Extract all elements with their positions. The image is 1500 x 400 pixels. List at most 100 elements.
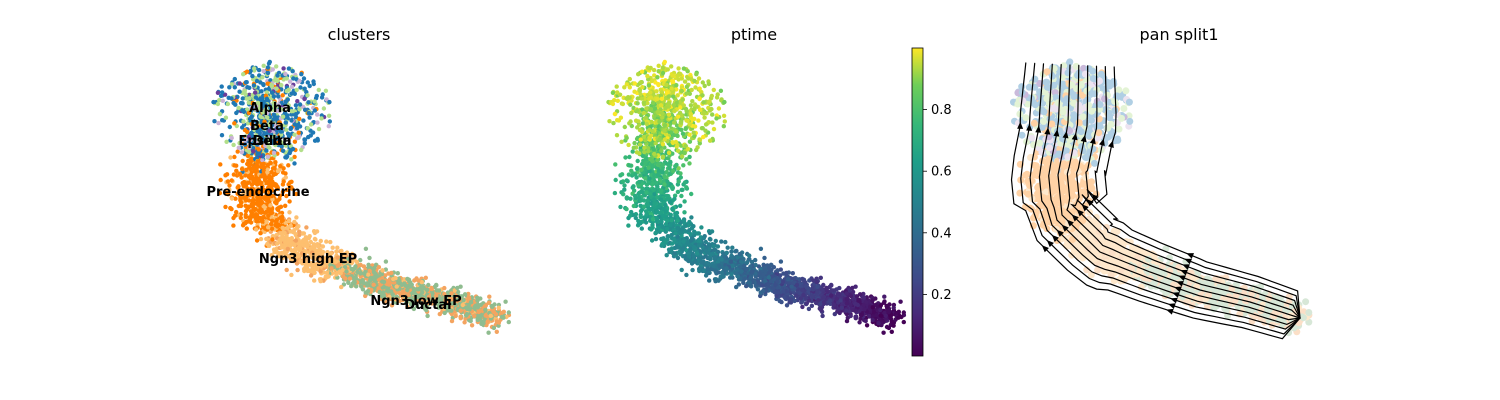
point xyxy=(669,218,674,223)
point xyxy=(258,236,264,242)
point xyxy=(265,241,270,247)
point xyxy=(624,178,629,183)
point xyxy=(261,63,266,68)
point xyxy=(683,223,688,228)
point xyxy=(829,293,834,298)
point xyxy=(486,330,491,335)
point xyxy=(275,241,280,246)
point xyxy=(762,255,767,261)
point xyxy=(651,187,656,192)
point xyxy=(365,283,370,288)
point xyxy=(886,325,892,331)
point xyxy=(853,314,858,319)
point xyxy=(649,227,654,232)
point xyxy=(273,160,278,165)
point xyxy=(334,249,339,254)
point xyxy=(699,225,704,230)
point xyxy=(323,88,329,94)
point xyxy=(306,235,311,241)
point xyxy=(302,96,307,102)
point xyxy=(243,221,248,226)
point xyxy=(296,130,301,135)
point xyxy=(280,214,285,219)
point xyxy=(380,268,385,273)
point xyxy=(241,72,246,77)
point xyxy=(247,149,252,155)
point xyxy=(635,158,640,164)
point xyxy=(287,210,292,215)
point xyxy=(223,115,229,120)
point xyxy=(889,329,894,334)
point xyxy=(255,159,260,164)
point xyxy=(297,78,302,84)
point xyxy=(252,66,257,71)
point xyxy=(283,203,288,208)
point xyxy=(283,175,288,180)
point xyxy=(292,154,297,160)
point xyxy=(490,304,495,309)
point xyxy=(274,218,279,223)
point xyxy=(275,78,280,84)
point xyxy=(215,90,221,96)
point xyxy=(631,184,636,189)
point xyxy=(228,155,233,160)
point xyxy=(232,121,237,126)
point xyxy=(318,269,323,274)
point xyxy=(344,269,349,274)
point xyxy=(639,226,644,231)
point xyxy=(244,69,250,74)
cluster-label: Alpha xyxy=(249,101,291,116)
point xyxy=(660,162,666,168)
point xyxy=(304,225,309,230)
point xyxy=(224,139,229,144)
point xyxy=(236,203,241,209)
point xyxy=(730,245,735,250)
point xyxy=(494,329,499,334)
point xyxy=(218,162,223,167)
point xyxy=(302,137,307,142)
point xyxy=(275,206,280,211)
point xyxy=(634,136,640,142)
point xyxy=(466,302,471,308)
point xyxy=(649,238,655,243)
point xyxy=(316,126,322,132)
point xyxy=(878,313,883,318)
point xyxy=(269,82,274,88)
point xyxy=(274,64,279,69)
point xyxy=(634,166,640,172)
point xyxy=(644,156,649,161)
cluster-label: Pre-endocrine xyxy=(206,185,309,200)
point xyxy=(279,123,285,128)
point xyxy=(612,190,618,196)
point xyxy=(690,267,695,273)
point xyxy=(839,305,844,310)
point xyxy=(260,75,265,80)
point xyxy=(780,279,786,285)
point xyxy=(220,98,225,104)
point xyxy=(284,76,289,81)
point xyxy=(475,305,480,310)
point xyxy=(229,96,234,101)
point xyxy=(675,214,680,219)
point xyxy=(352,253,357,258)
point xyxy=(688,231,693,237)
point xyxy=(292,161,297,166)
point xyxy=(240,101,245,106)
point xyxy=(240,96,245,101)
point xyxy=(503,299,508,304)
point xyxy=(670,168,676,174)
point xyxy=(491,309,497,315)
point xyxy=(306,255,311,260)
panel-title-ptime: ptime xyxy=(731,25,777,44)
point xyxy=(294,87,299,93)
point xyxy=(748,264,753,269)
point xyxy=(259,219,265,224)
point xyxy=(227,124,232,130)
panel-ptime: ptime 0.20.40.60.8 xyxy=(606,25,952,357)
point xyxy=(660,241,665,247)
point xyxy=(312,247,317,252)
point xyxy=(744,283,749,289)
point xyxy=(679,187,684,193)
point xyxy=(231,223,236,228)
point xyxy=(715,244,721,249)
